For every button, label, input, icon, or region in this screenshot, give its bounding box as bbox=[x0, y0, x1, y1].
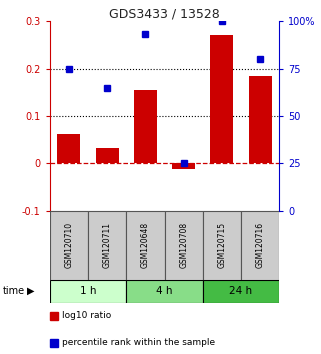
Bar bbox=[88, 211, 126, 280]
Text: percentile rank within the sample: percentile rank within the sample bbox=[62, 338, 215, 347]
Bar bbox=[57, 134, 80, 163]
Text: GSM120711: GSM120711 bbox=[103, 222, 112, 268]
Text: 24 h: 24 h bbox=[230, 286, 253, 296]
Bar bbox=[96, 148, 118, 163]
Text: log10 ratio: log10 ratio bbox=[62, 311, 112, 320]
Bar bbox=[126, 280, 203, 303]
Bar bbox=[203, 280, 279, 303]
Bar bbox=[172, 163, 195, 169]
Text: GSM120715: GSM120715 bbox=[217, 222, 226, 268]
Bar bbox=[134, 90, 157, 163]
Bar bbox=[50, 280, 126, 303]
Bar bbox=[249, 76, 272, 163]
Text: GSM120708: GSM120708 bbox=[179, 222, 188, 268]
Text: GSM120716: GSM120716 bbox=[256, 222, 265, 268]
Bar bbox=[241, 211, 279, 280]
Text: GSM120648: GSM120648 bbox=[141, 222, 150, 268]
Text: GSM120710: GSM120710 bbox=[65, 222, 74, 268]
Bar bbox=[126, 211, 164, 280]
Bar bbox=[164, 211, 203, 280]
Text: 4 h: 4 h bbox=[156, 286, 173, 296]
Text: 1 h: 1 h bbox=[80, 286, 96, 296]
Title: GDS3433 / 13528: GDS3433 / 13528 bbox=[109, 7, 220, 20]
Bar bbox=[211, 35, 233, 163]
Bar bbox=[50, 211, 88, 280]
Text: time: time bbox=[3, 286, 25, 296]
Text: ▶: ▶ bbox=[27, 286, 35, 296]
Bar bbox=[203, 211, 241, 280]
